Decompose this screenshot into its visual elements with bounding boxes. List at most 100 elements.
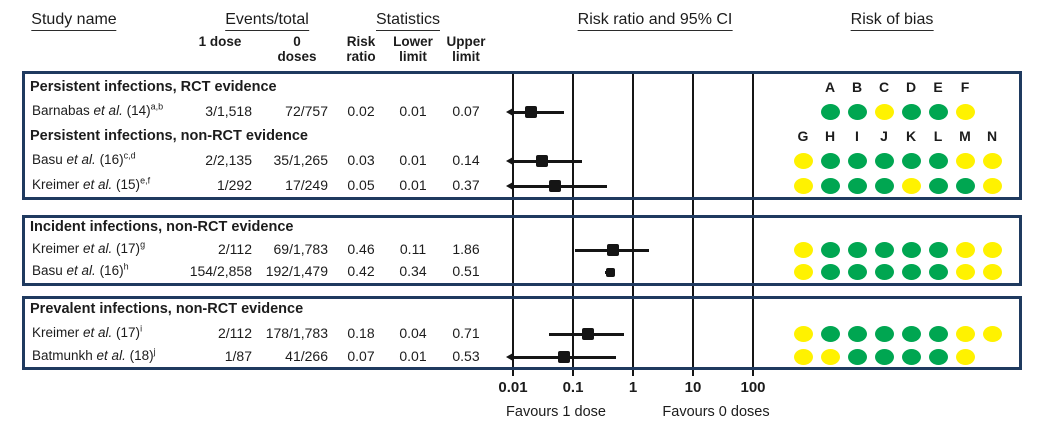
rob-dot-yellow	[955, 349, 975, 365]
gridline	[692, 73, 694, 376]
subheader-risk-ratio-1: Risk	[346, 34, 376, 49]
rob-dot-green	[847, 104, 867, 120]
rob-dot-yellow	[982, 242, 1002, 258]
ci-clip-arrow-icon	[506, 107, 513, 116]
events-1dose-cell: 2/112	[218, 325, 252, 341]
rob-dot-green	[928, 349, 948, 365]
rob-dot-green	[874, 242, 894, 258]
ci-clip-arrow-icon	[506, 352, 513, 361]
rob-dot-green	[847, 264, 867, 280]
events-1dose-cell: 2/2,135	[205, 152, 252, 168]
rob-dot-yellow	[793, 326, 813, 342]
group-header-row: Persistent infections, RCT evidence	[30, 79, 277, 95]
lower-limit-cell: 0.01	[399, 152, 427, 168]
events-1dose-cell: 1/292	[216, 177, 252, 193]
gridline	[572, 73, 574, 376]
rob-dot-yellow	[874, 104, 894, 120]
point-estimate-marker	[548, 180, 561, 192]
study-name: Basu et al. (16)h	[32, 261, 129, 278]
rob-column-letter: F	[960, 79, 970, 95]
rob-dot-green	[847, 178, 867, 194]
axis-tick-label: 0.01	[498, 379, 528, 396]
rob-dot-green	[928, 264, 948, 280]
risk-ratio-cell: 0.42	[347, 263, 375, 279]
study-name: Kreimer et al. (15)e,f	[32, 175, 151, 192]
study-name: Kreimer et al. (17)i	[32, 323, 143, 340]
events-0doses-cell: 178/1,783	[265, 325, 328, 341]
rob-column-letter: G	[797, 128, 809, 144]
subheader-upper-limit-1: Upper	[446, 34, 486, 49]
lower-limit-cell: 0.01	[399, 348, 427, 364]
rob-dot-yellow	[793, 349, 813, 365]
rob-dot-green	[820, 104, 840, 120]
rob-column-letter: C	[878, 79, 890, 95]
subheader-upper-limit-2: limit	[452, 49, 480, 64]
upper-limit-cell: 0.07	[452, 103, 480, 119]
point-estimate-marker	[606, 244, 619, 256]
rob-dot-green	[847, 349, 867, 365]
lower-limit-cell: 0.11	[399, 241, 427, 257]
col-header-risk-of-bias: Risk of bias	[850, 11, 934, 31]
gridline	[512, 73, 514, 376]
rob-column-letter: L	[933, 128, 943, 144]
rob-column-letter: N	[986, 128, 998, 144]
rob-dot-green	[847, 153, 867, 169]
subheader-0-doses-2: doses	[277, 49, 317, 64]
upper-limit-cell: 0.14	[452, 152, 480, 168]
rob-column-letter: J	[880, 128, 888, 144]
rob-dot-green	[928, 178, 948, 194]
rob-dot-green	[820, 178, 840, 194]
rob-dot-green	[874, 178, 894, 194]
rob-dot-green	[901, 349, 921, 365]
events-1dose-cell: 2/112	[218, 241, 252, 257]
rob-dot-green	[847, 326, 867, 342]
rob-dot-yellow	[820, 349, 840, 365]
events-0doses-cell: 192/1,479	[265, 263, 328, 279]
upper-limit-cell: 0.53	[452, 348, 480, 364]
panel-box	[22, 71, 1022, 200]
point-estimate-marker	[605, 267, 615, 277]
rob-column-letter: B	[851, 79, 863, 95]
lower-limit-cell: 0.01	[399, 103, 427, 119]
lower-limit-cell: 0.04	[399, 325, 427, 341]
rob-dot-green	[901, 104, 921, 120]
point-estimate-marker	[525, 106, 538, 118]
rob-column-letter: M	[959, 128, 971, 144]
rob-dot-green	[901, 242, 921, 258]
events-0doses-cell: 41/266	[285, 348, 328, 364]
point-estimate-marker	[582, 328, 595, 340]
point-estimate-marker	[557, 351, 570, 363]
axis-tick-label: 1	[628, 379, 638, 396]
events-0doses-cell: 72/757	[285, 103, 328, 119]
rob-dot-green	[928, 104, 948, 120]
study-name: Basu et al. (16)c,d	[32, 150, 136, 167]
events-0doses-cell: 35/1,265	[273, 152, 329, 168]
risk-ratio-cell: 0.07	[347, 348, 375, 364]
gridline	[752, 73, 754, 376]
rob-dot-yellow	[982, 153, 1002, 169]
events-0doses-cell: 69/1,783	[273, 241, 329, 257]
group-header-row: Persistent infections, non-RCT evidence	[30, 128, 308, 144]
lower-limit-cell: 0.34	[399, 263, 427, 279]
risk-ratio-cell: 0.18	[347, 325, 375, 341]
rob-dot-yellow	[982, 178, 1002, 194]
events-0doses-cell: 17/249	[285, 177, 328, 193]
col-header-statistics: Statistics	[375, 11, 441, 31]
rob-dot-green	[955, 178, 975, 194]
rob-dot-yellow	[982, 326, 1002, 342]
col-header-risk-ratio-ci: Risk ratio and 95% CI	[577, 11, 733, 31]
rob-dot-yellow	[955, 104, 975, 120]
risk-ratio-cell: 0.03	[347, 152, 375, 168]
gridline	[632, 73, 634, 376]
ci-line	[513, 111, 564, 114]
panel-box	[22, 296, 1022, 370]
rob-dot-green	[874, 153, 894, 169]
rob-dot-green	[874, 326, 894, 342]
risk-ratio-cell: 0.46	[347, 241, 375, 257]
col-header-events-total: Events/total	[225, 11, 309, 31]
rob-dot-green	[901, 326, 921, 342]
rob-dot-green	[820, 153, 840, 169]
col-header-study-name: Study name	[31, 11, 117, 31]
subheader-lower-limit-2: limit	[399, 49, 427, 64]
favours-0-doses-label: Favours 0 doses	[662, 404, 770, 420]
